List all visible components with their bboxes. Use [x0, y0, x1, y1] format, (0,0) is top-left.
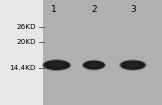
Text: 14.4KD: 14.4KD	[9, 65, 36, 71]
Text: 3: 3	[130, 5, 136, 14]
Ellipse shape	[82, 60, 106, 70]
Ellipse shape	[43, 60, 70, 70]
Ellipse shape	[119, 59, 147, 71]
Text: 26KD: 26KD	[16, 24, 36, 30]
Bar	[43, 0, 162, 105]
Text: 20KD: 20KD	[16, 39, 36, 45]
Ellipse shape	[42, 59, 71, 71]
Text: 1: 1	[51, 5, 56, 14]
Ellipse shape	[83, 61, 105, 70]
Ellipse shape	[88, 63, 99, 66]
Ellipse shape	[127, 63, 139, 66]
Ellipse shape	[120, 60, 145, 70]
Ellipse shape	[50, 63, 63, 66]
Text: 2: 2	[91, 5, 97, 14]
